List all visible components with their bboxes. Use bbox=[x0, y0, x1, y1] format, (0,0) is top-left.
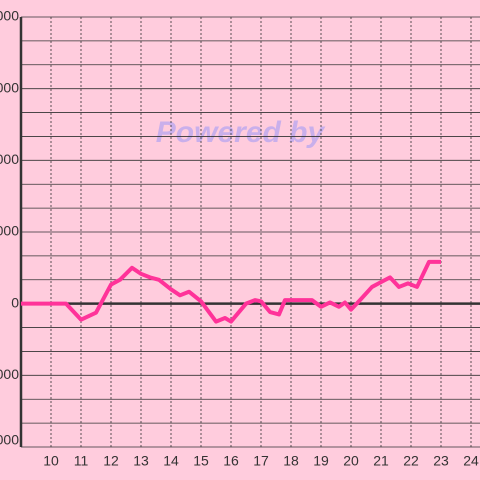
y-tick-label: -3,000 bbox=[0, 366, 19, 382]
y-tick-label: 6,000 bbox=[0, 151, 19, 167]
x-tick-label: 21 bbox=[373, 453, 389, 469]
x-tick-label: 23 bbox=[433, 453, 449, 469]
x-tick-label: 14 bbox=[163, 453, 179, 469]
y-tick-label: -6,000 bbox=[0, 432, 19, 448]
x-tick-label: 12 bbox=[103, 453, 119, 469]
y-tick-label: 0 bbox=[11, 294, 19, 310]
y-tick-label: 9,000 bbox=[0, 79, 19, 95]
x-tick-label: 24 bbox=[463, 453, 479, 469]
x-tick-label: 13 bbox=[133, 453, 149, 469]
watermark: Powered by bbox=[156, 116, 326, 149]
x-tick-label: 15 bbox=[193, 453, 209, 469]
x-tick-label: 20 bbox=[343, 453, 359, 469]
y-tick-label: 12,000 bbox=[0, 8, 19, 24]
x-tick-label: 19 bbox=[313, 453, 329, 469]
line bbox=[21, 259, 441, 324]
x-tick-label: 22 bbox=[403, 453, 419, 469]
y-tick-label: 3,000 bbox=[0, 223, 19, 239]
x-tick-label: 17 bbox=[253, 453, 269, 469]
x-tick-label: 16 bbox=[223, 453, 239, 469]
x-tick-label: 10 bbox=[43, 453, 59, 469]
x-tick-label: 11 bbox=[74, 453, 89, 469]
x-tick-label: 18 bbox=[283, 453, 299, 469]
